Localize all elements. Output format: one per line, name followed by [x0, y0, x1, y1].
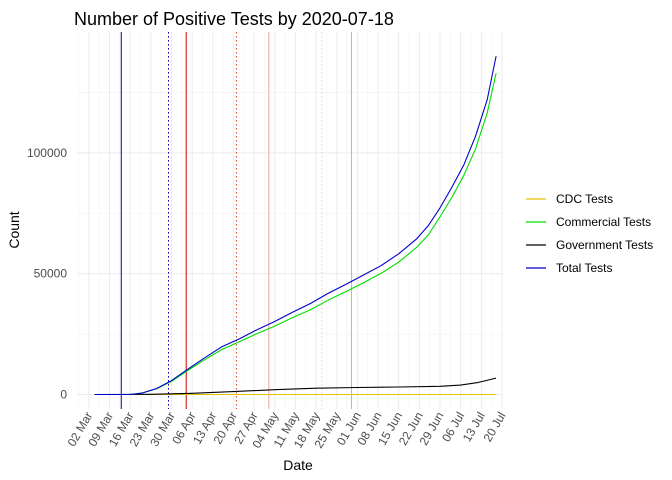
minor-gridlines	[77, 32, 502, 409]
legend-label-government-tests: Government Tests	[556, 238, 653, 252]
reference-lines	[120, 32, 352, 409]
major-gridlines	[77, 32, 503, 409]
y-tick-label: 100000	[27, 146, 67, 160]
chart-title: Number of Positive Tests by 2020-07-18	[74, 9, 394, 29]
legend-label-total-tests: Total Tests	[556, 261, 612, 275]
y-tick-label: 50000	[34, 267, 68, 281]
y-axis-ticks: 0 50000 100000	[27, 146, 67, 402]
y-tick-label: 0	[60, 388, 67, 402]
series-line-commercial-tests	[94, 72, 497, 396]
legend-label-cdc-tests: CDC Tests	[556, 192, 613, 206]
legend: CDC Tests Commercial Tests Government Test…	[526, 192, 653, 275]
series-lines	[94, 56, 497, 396]
legend-label-commercial-tests: Commercial Tests	[556, 215, 651, 229]
series-line-total-tests	[94, 56, 497, 396]
x-axis-title: Date	[283, 457, 313, 473]
series-line-government-tests	[94, 377, 497, 396]
y-axis-title: Count	[6, 211, 22, 248]
